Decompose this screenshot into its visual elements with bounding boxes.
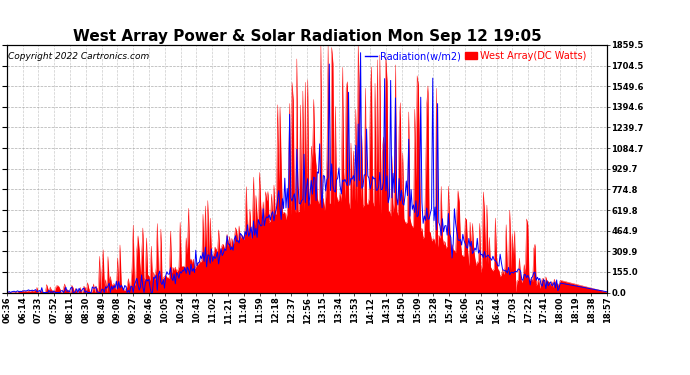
Legend: Radiation(w/m2), West Array(DC Watts): Radiation(w/m2), West Array(DC Watts) — [362, 47, 591, 65]
Title: West Array Power & Solar Radiation Mon Sep 12 19:05: West Array Power & Solar Radiation Mon S… — [72, 29, 542, 44]
Text: Copyright 2022 Cartronics.com: Copyright 2022 Cartronics.com — [8, 53, 149, 62]
